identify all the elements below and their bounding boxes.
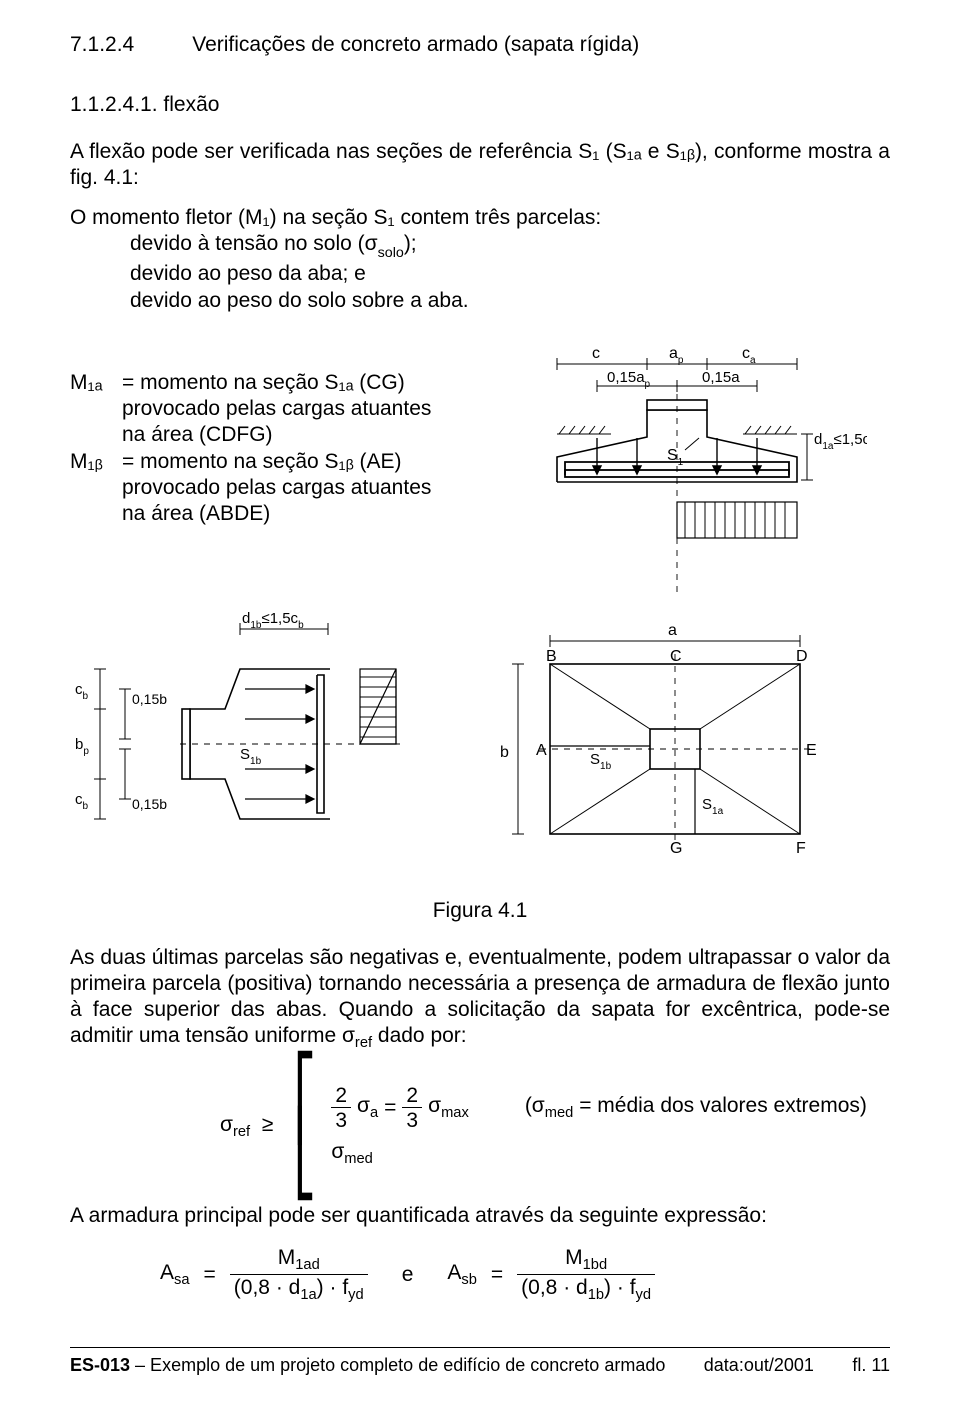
list-item-text: devido à tensão no solo ( (130, 232, 365, 255)
svg-text:a: a (668, 622, 677, 639)
svg-text:ap: ap (669, 345, 684, 366)
svg-text:S1b: S1b (240, 746, 262, 767)
section-heading: 7.1.2.4 Verificações de concreto armado … (70, 32, 890, 58)
svg-text:B: B (546, 648, 557, 665)
svg-text:cb: cb (75, 681, 89, 702)
formula-sigma-ref: σref ≥ ⎡⎣ 23 σa = 23 σmax (σmed = média … (70, 1071, 890, 1183)
definition-m1a: M₁ₐ= momento na seção S₁ₐ (CG) provocado… (70, 370, 525, 449)
figure-elevation: c ap ca 0,15ap 0,15a (537, 342, 890, 599)
paragraph-2: As duas últimas parcelas são negativas e… (70, 945, 890, 1053)
svg-text:d1a≤1,5c: d1a≤1,5c (814, 431, 867, 452)
footer-desc: – Exemplo de um projeto completo de edif… (130, 1355, 665, 1375)
footer-code: ES-013 (70, 1355, 130, 1375)
def-text: na área (ABDE) (122, 501, 525, 527)
paragraph-3: A armadura principal pode ser quantifica… (70, 1203, 890, 1229)
intro-paragraph: A flexão pode ser verificada nas seções … (70, 139, 890, 192)
section-number: 7.1.2.4 (70, 32, 134, 58)
sigma-symbol: σ (365, 232, 378, 255)
page-footer: ES-013 – Exemplo de um projeto completo … (70, 1347, 890, 1377)
svg-text:b: b (500, 744, 509, 761)
def-lhs: M₁ₐ (70, 370, 122, 396)
def-text: provocado pelas cargas atuantes (122, 475, 525, 501)
list-item: devido ao peso da aba; e (130, 261, 890, 287)
sigma-subscript: solo (378, 245, 404, 261)
list-item-tail: ); (404, 232, 417, 255)
list-item: devido à tensão no solo (σsolo); (130, 231, 890, 261)
svg-text:E: E (806, 742, 817, 759)
svg-text:c: c (592, 345, 600, 362)
list-item: devido ao peso do solo sobre a aba. (130, 288, 890, 314)
footer-date: data:out/2001 (704, 1354, 814, 1377)
svg-text:C: C (670, 648, 682, 665)
def-text: = momento na seção S₁ᵦ (AE) (122, 449, 402, 475)
svg-text:0,15b: 0,15b (132, 691, 167, 707)
svg-text:cb: cb (75, 791, 89, 812)
subsection-number: 1.1.2.4.1. flexão (70, 92, 890, 118)
footer-rule (70, 1347, 890, 1348)
def-lhs: M₁ᵦ (70, 449, 122, 475)
svg-text:0,15b: 0,15b (132, 796, 167, 812)
def-text: = momento na seção S₁ₐ (CG) (122, 370, 405, 396)
def-text: provocado pelas cargas atuantes (122, 396, 525, 422)
svg-text:0,15a: 0,15a (702, 369, 740, 386)
svg-text:D: D (796, 648, 808, 665)
figure-caption: Figura 4.1 (70, 898, 890, 924)
svg-text:ca: ca (742, 345, 756, 366)
formula-rebar-area: Asa = M1ad (0,8 · d1a) · fyd e Asb = M1b… (70, 1247, 890, 1303)
svg-text:0,15ap: 0,15ap (607, 369, 651, 390)
footer-left: ES-013 – Exemplo de um projeto completo … (70, 1354, 665, 1377)
svg-text:bp: bp (75, 736, 89, 757)
figure-plan: d1b≤1,5cb cb bp cb (70, 609, 890, 876)
svg-text:d1b≤1,5cb: d1b≤1,5cb (242, 610, 304, 631)
section-title: Verificações de concreto armado (sapata … (192, 32, 639, 58)
svg-text:A: A (536, 742, 547, 759)
svg-text:G: G (670, 840, 682, 857)
footer-page: fl. 11 (852, 1354, 890, 1377)
moment-parcel-list: devido à tensão no solo (σsolo); devido … (130, 231, 890, 314)
svg-text:F: F (796, 840, 806, 857)
moment-intro: O momento fletor (M₁) na seção S₁ contem… (70, 205, 890, 231)
definition-m1b: M₁ᵦ= momento na seção S₁ᵦ (AE) provocado… (70, 449, 525, 528)
svg-text:S1: S1 (667, 447, 684, 468)
def-text: na área (CDFG) (122, 422, 525, 448)
